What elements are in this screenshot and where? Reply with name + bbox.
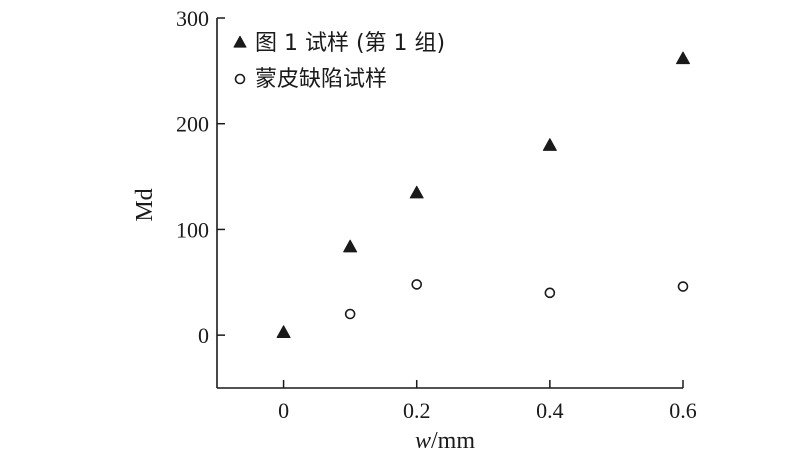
y-axis-title: Md	[132, 188, 158, 221]
axes	[216, 18, 683, 389]
circle-data-point	[544, 287, 556, 299]
x-tick-label: 0	[278, 398, 289, 423]
x-axis-title-unit: /mm	[431, 428, 475, 454]
legend-triangle-marker	[233, 35, 247, 48]
x-tick-label: 0.4	[536, 398, 564, 423]
circle-data-point	[344, 308, 356, 320]
y-tick-label: 0	[198, 323, 209, 348]
triangle-data-point	[276, 325, 291, 338]
x-axis-title-variable: w	[415, 428, 431, 454]
data-points	[276, 51, 690, 338]
y-tick-label: 300	[176, 6, 209, 31]
legend-label: 图 1 试样 (第 1 组)	[255, 31, 445, 56]
circle-data-point	[411, 279, 423, 290]
legend-circle-marker	[234, 73, 246, 85]
triangle-data-point	[409, 185, 424, 199]
triangle-data-point	[343, 239, 358, 253]
y-tick-label: 100	[176, 217, 209, 242]
x-tick-label: 0.2	[403, 398, 431, 423]
circle-data-point	[677, 281, 689, 292]
legend-label: 蒙皮缺陷试样	[255, 67, 387, 92]
legend: 图 1 试样 (第 1 组) 蒙皮缺陷试样	[233, 31, 445, 92]
x-tick-label: 0.6	[669, 398, 697, 423]
triangle-data-point	[542, 138, 557, 151]
triangle-data-point	[676, 51, 690, 65]
ticks: 0 100 200 300 0 0.2 0.4 0.6	[176, 6, 697, 423]
y-tick-label: 200	[176, 112, 209, 137]
x-axis-title: w/mm	[415, 428, 475, 454]
